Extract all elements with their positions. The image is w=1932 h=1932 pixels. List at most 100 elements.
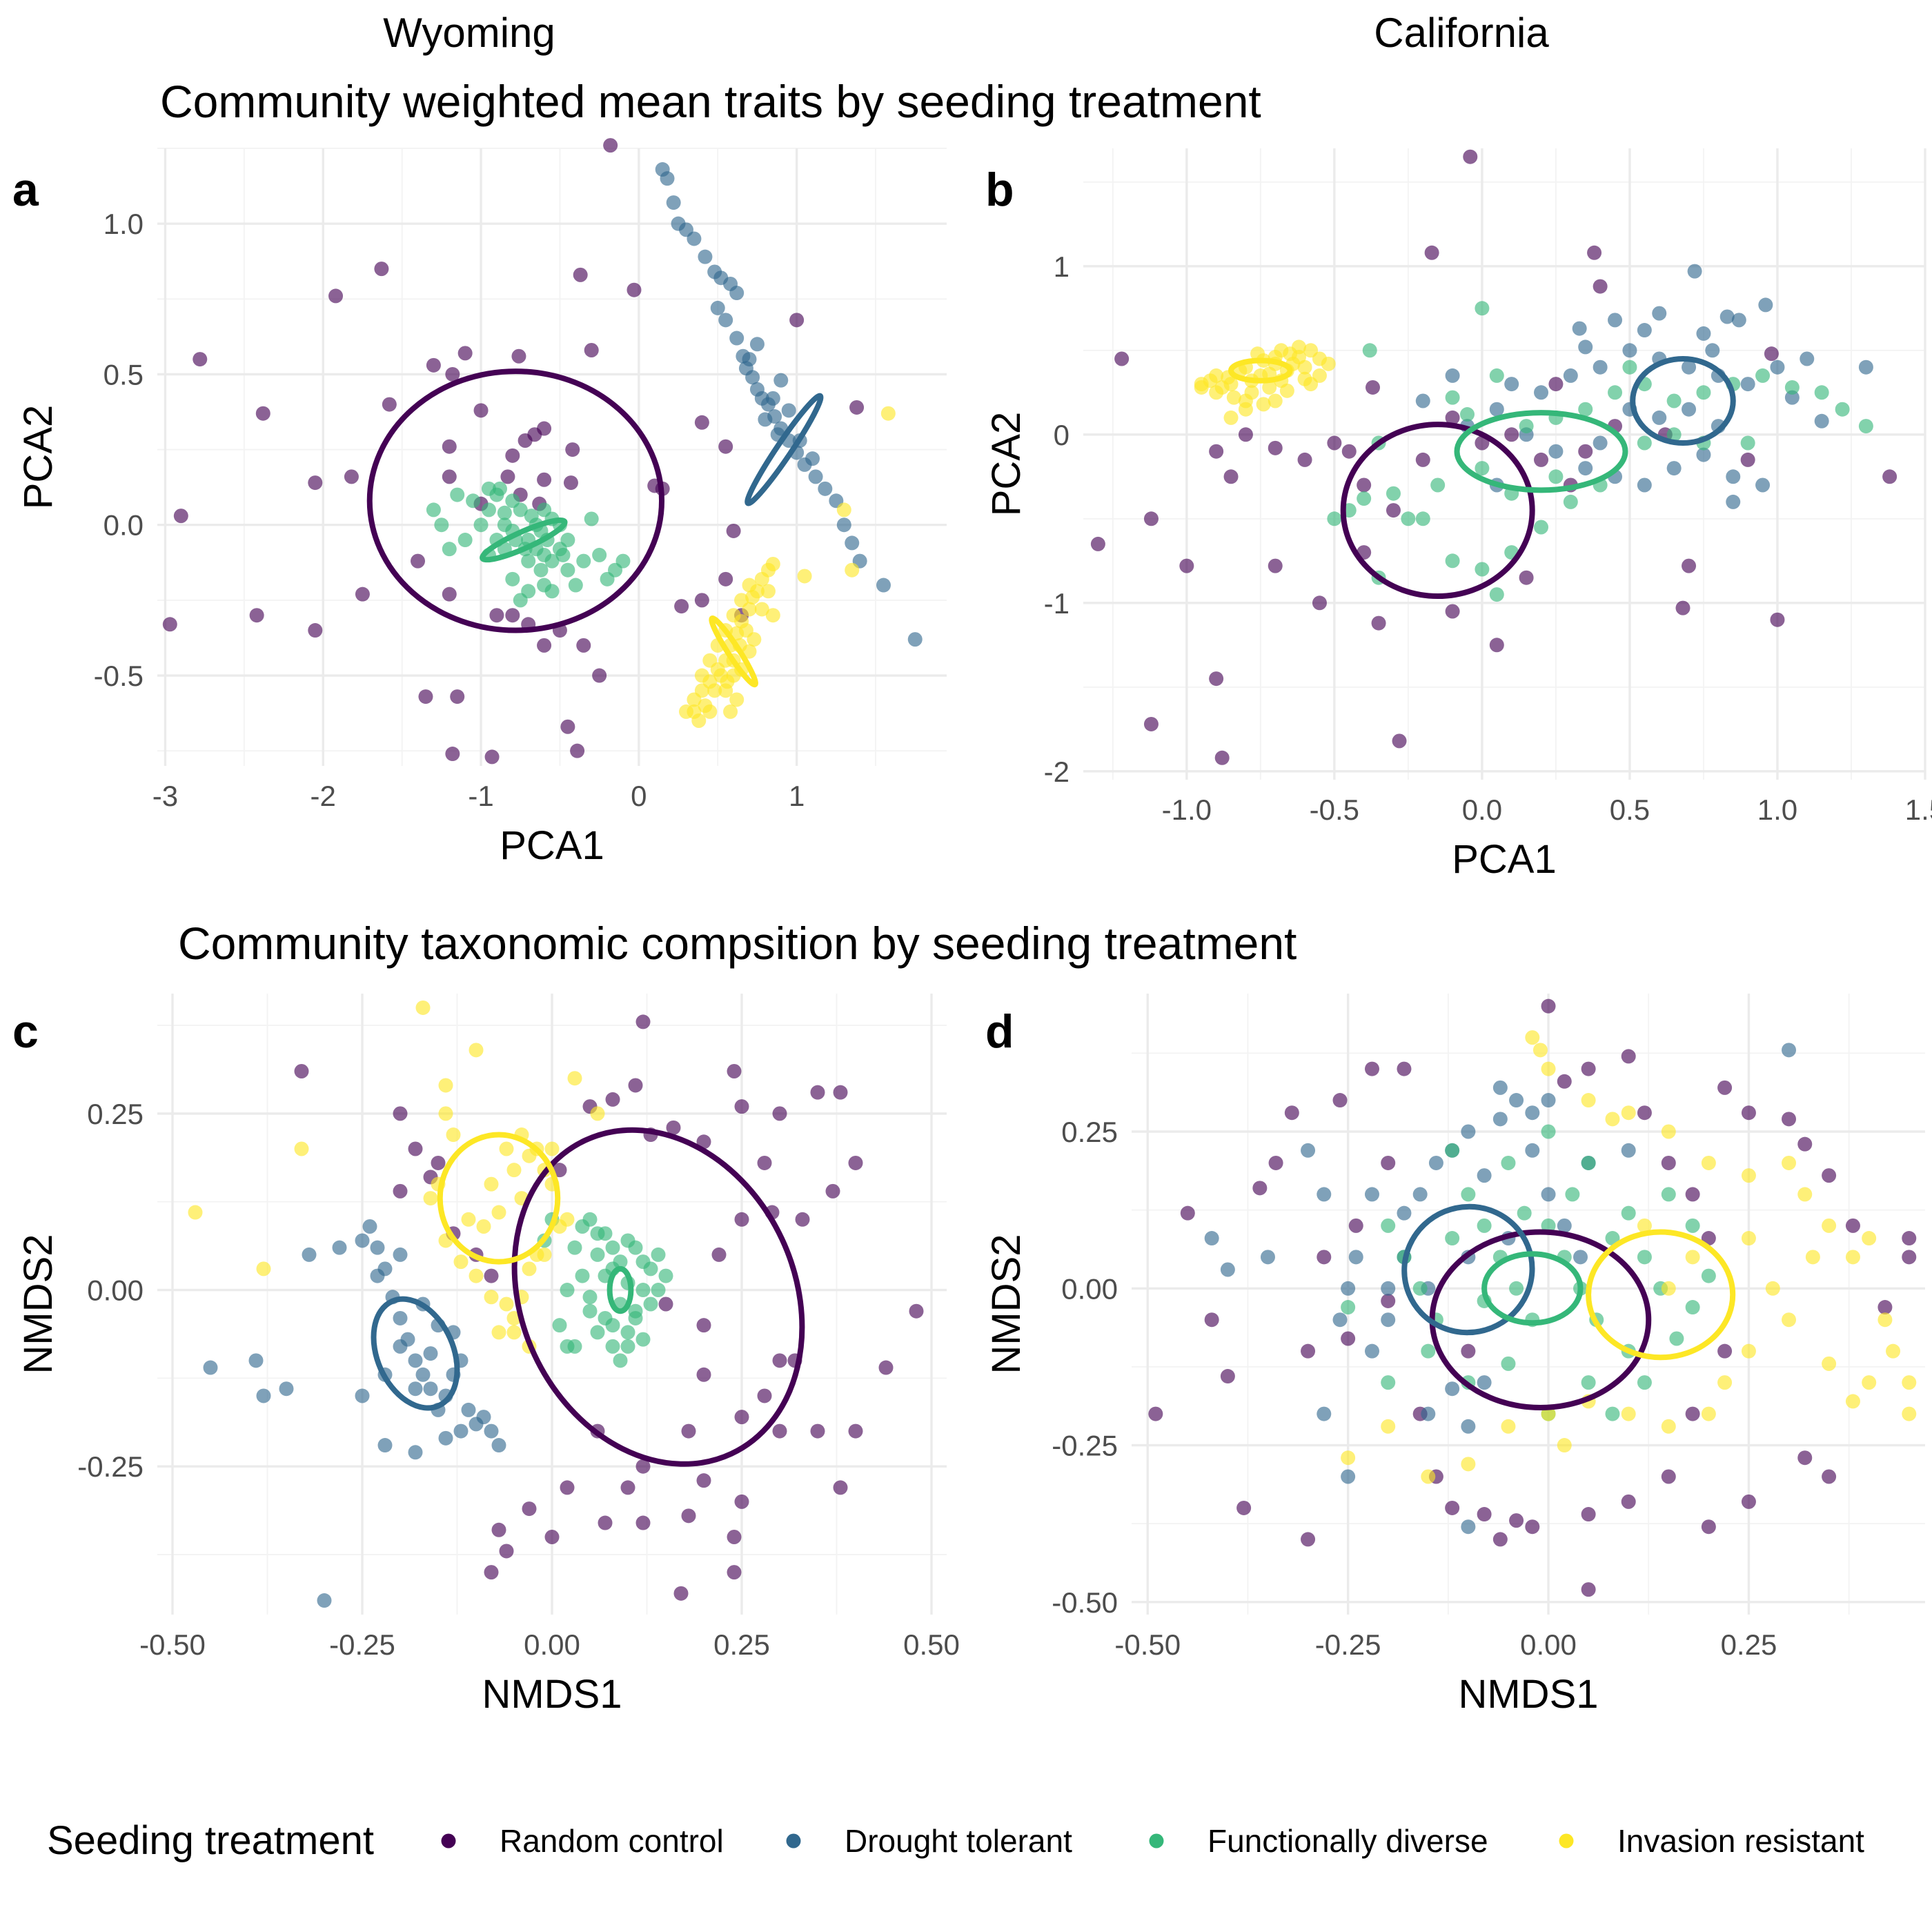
data-point [696, 1367, 711, 1382]
data-point [805, 451, 820, 466]
data-point [1687, 264, 1702, 279]
data-point [658, 1268, 673, 1283]
legend-label: Invasion resistant [1617, 1823, 1864, 1859]
data-point [457, 533, 473, 548]
data-point [1268, 1155, 1283, 1170]
panel-d: -0.50 -0.25 0.00 0.25 -0.50 -0.25 0.00 0.25 NMDS… [984, 994, 1925, 1717]
series-random-control [1148, 998, 1917, 1597]
data-point [718, 439, 733, 454]
data-point [1301, 1143, 1316, 1158]
data-point [355, 1233, 370, 1248]
data-point [694, 415, 709, 430]
data-point [1386, 503, 1401, 518]
data-point [1445, 1143, 1460, 1158]
data-point [513, 593, 528, 608]
data-point [1605, 1406, 1620, 1421]
data-point [1701, 1155, 1716, 1170]
data-point [473, 403, 489, 418]
x-tick-label: 0.00 [1520, 1628, 1577, 1661]
data-point [1755, 368, 1771, 383]
y-tick-label: -2 [1044, 756, 1070, 788]
data-point [1637, 1250, 1652, 1265]
series-random-control [1090, 149, 1897, 765]
data-point [193, 352, 208, 367]
data-point [681, 1508, 696, 1524]
data-point [500, 469, 515, 484]
data-point [1696, 326, 1711, 341]
data-point [415, 1000, 431, 1015]
data-point [484, 1423, 499, 1439]
ellipse-functionally-diverse [480, 517, 568, 563]
data-point [628, 1303, 643, 1319]
data-point [584, 511, 599, 526]
data-point [635, 1459, 651, 1474]
data-point [1114, 351, 1130, 366]
data-point [1204, 1231, 1219, 1246]
data-point [1661, 1281, 1676, 1296]
x-tick-label: 0.0 [1462, 793, 1502, 826]
legend-label: Drought tolerant [845, 1823, 1072, 1859]
data-point [1814, 413, 1829, 428]
data-point [1637, 1218, 1652, 1233]
ellipse-drought-tolerant [1630, 356, 1736, 446]
data-point [1445, 390, 1460, 405]
data-point [1637, 1375, 1652, 1390]
data-point [355, 1388, 370, 1403]
data-point [499, 1544, 514, 1559]
data-point [568, 578, 583, 593]
data-point [723, 704, 738, 719]
data-point [481, 481, 496, 496]
data-point [605, 1240, 620, 1255]
data-point [1501, 1419, 1516, 1434]
data-point [1297, 452, 1312, 467]
data-point [162, 617, 177, 632]
data-point [1822, 1168, 1837, 1183]
x-tick-label: 1 [789, 780, 805, 812]
data-point [445, 366, 460, 382]
data-point [1430, 477, 1446, 493]
legend-key [786, 1833, 801, 1849]
data-point [1279, 383, 1294, 398]
data-point [1593, 359, 1608, 375]
data-point [423, 1381, 438, 1397]
panel-tag: a [12, 164, 39, 216]
data-point [1220, 1369, 1235, 1384]
data-point [426, 357, 441, 373]
data-point [1858, 419, 1873, 434]
data-point [1461, 1124, 1476, 1139]
data-point [849, 400, 865, 415]
data-point [1622, 359, 1637, 375]
data-point [1357, 491, 1372, 506]
data-point [537, 472, 552, 487]
data-point [1581, 1155, 1596, 1170]
data-point [628, 1078, 643, 1093]
data-point [1332, 1312, 1348, 1328]
data-point [560, 533, 575, 548]
data-point [423, 1191, 438, 1206]
data-point [1621, 1494, 1636, 1509]
data-point [446, 1127, 461, 1143]
data-point [1701, 1519, 1716, 1535]
data-point [1362, 343, 1377, 358]
data-point [848, 1155, 863, 1170]
ellipse-functionally-diverse [1481, 1251, 1584, 1326]
data-point [1581, 1093, 1596, 1108]
data-point [765, 556, 780, 571]
data-point [1525, 1105, 1540, 1121]
data-point [1204, 1312, 1219, 1328]
data-point [1661, 1419, 1676, 1434]
y-tick-label: 1.0 [103, 208, 144, 240]
data-point [492, 481, 507, 496]
data-point [1770, 359, 1785, 375]
data-point [836, 518, 851, 533]
series-drought-tolerant [203, 1219, 506, 1608]
data-point [1415, 452, 1430, 467]
x-tick-label: 0.25 [713, 1628, 770, 1661]
data-point [1682, 359, 1697, 375]
data-point [1301, 1532, 1316, 1547]
data-point [255, 406, 270, 421]
data-point [909, 1303, 924, 1319]
data-point [1666, 461, 1682, 476]
x-tick-label: -2 [310, 780, 336, 812]
data-point [1581, 1582, 1596, 1597]
